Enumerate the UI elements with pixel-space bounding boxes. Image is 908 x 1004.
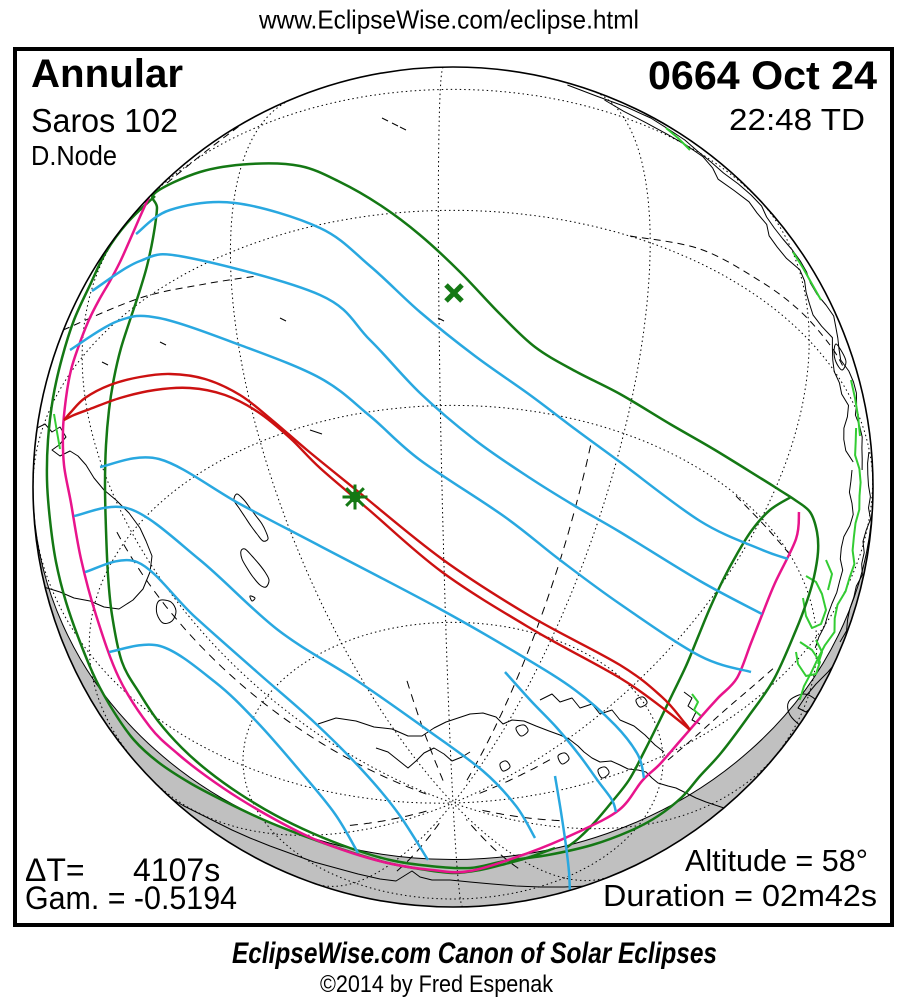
svg-text:22:48 TD: 22:48 TD — [729, 102, 865, 137]
svg-text:©2014 by Fred Espenak: ©2014 by Fred Espenak — [320, 971, 554, 998]
svg-text:Annular: Annular — [31, 52, 183, 96]
svg-text:D.Node: D.Node — [31, 140, 117, 171]
svg-text:0664 Oct 24: 0664 Oct 24 — [648, 54, 878, 98]
svg-text:Duration = 02m42s: Duration = 02m42s — [603, 878, 877, 913]
svg-text:Saros 102: Saros 102 — [31, 102, 178, 139]
svg-text:Altitude = 58°: Altitude = 58° — [685, 844, 868, 878]
svg-text:EclipseWise.com Canon of Solar: EclipseWise.com Canon of Solar Eclipses — [232, 937, 717, 970]
svg-text:Gam. = -0.5194: Gam. = -0.5194 — [25, 880, 237, 916]
svg-text:www.EclipseWise.com/eclipse.ht: www.EclipseWise.com/eclipse.html — [258, 5, 639, 35]
